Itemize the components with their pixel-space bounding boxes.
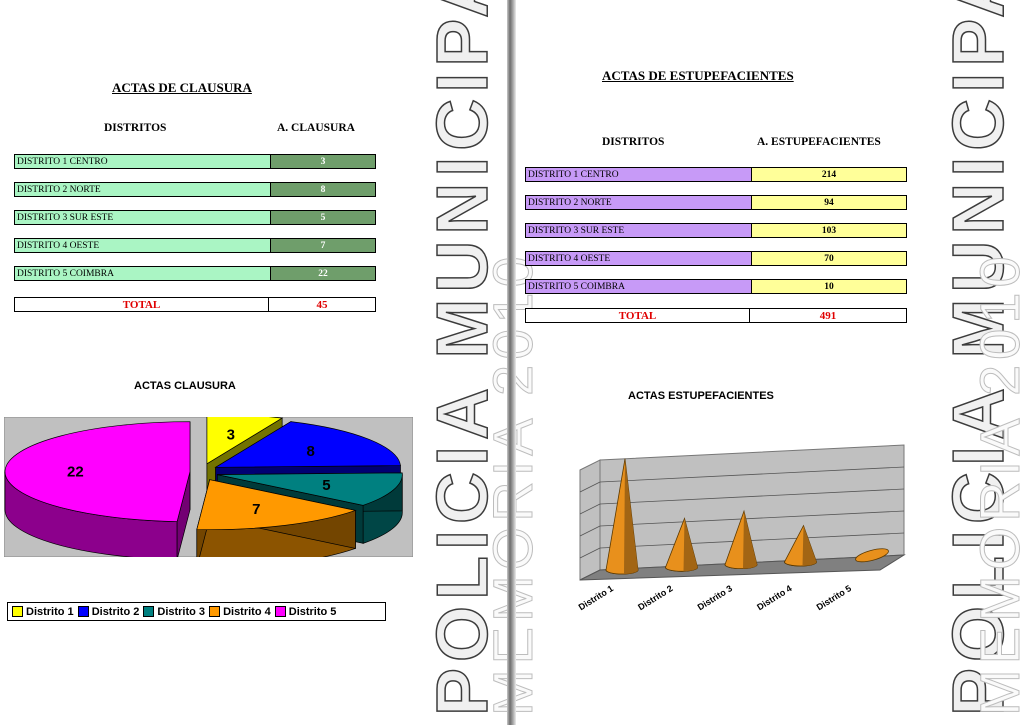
cone-category-label: Distrito 4 [755,583,793,612]
pie-data-label: 8 [307,443,315,460]
left-table-district-name: DISTRITO 2 NORTE [15,183,271,196]
right-table-district-value: 103 [752,224,906,237]
right-col-distritos: DISTRITOS [602,136,665,148]
right-table-district-name: DISTRITO 3 SUR ESTE [526,224,752,237]
legend-item: Distrito 3 [143,606,205,618]
watermark-memoria-right: MEMORIA 2010 [968,251,1024,717]
left-table-row: DISTRITO 2 NORTE 8 [14,182,376,197]
pie-data-label: 22 [67,464,84,481]
left-total-value: 45 [269,298,375,311]
legend-item: Distrito 5 [274,605,337,618]
cone-bar [724,509,758,570]
right-total-value: 491 [750,309,906,322]
right-table-row: DISTRITO 4 OESTE 70 [525,251,907,266]
left-table-row: DISTRITO 3 SUR ESTE 5 [14,210,376,225]
right-col-estupefacientes: A. ESTUPEFACIENTES [757,136,881,148]
cone-chart-title: ACTAS ESTUPEFACIENTES [628,390,774,402]
right-table-district-value: 10 [752,280,906,293]
left-table-row: DISTRITO 5 COIMBRA 22 [14,266,376,281]
cone-gridline [599,510,905,527]
legend-swatch [12,606,23,617]
left-total-row: TOTAL 45 [14,297,376,312]
right-table-title: ACTAS DE ESTUPEFACIENTES [602,68,794,83]
left-table-district-value: 8 [271,183,375,196]
right-total-label: TOTAL [526,309,750,322]
legend-item: Distrito 2 [77,605,140,618]
right-table-row: DISTRITO 3 SUR ESTE 103 [525,223,907,238]
left-table-district-name: DISTRITO 5 COIMBRA [15,267,271,280]
cone-category-label: Distrito 2 [636,583,674,612]
legend-label: Distrito 5 [288,605,337,618]
left-table-district-name: DISTRITO 3 SUR ESTE [15,211,271,224]
right-table-row: DISTRITO 1 CENTRO 214 [525,167,907,182]
right-table-district-name: DISTRITO 4 OESTE [526,252,752,265]
left-table-title: ACTAS DE CLAUSURA [112,80,252,95]
legend-label: Distrito 1 [26,605,74,618]
legend-swatch [77,606,89,617]
left-table-district-value: 22 [271,267,375,280]
right-table-row: DISTRITO 5 COIMBRA 10 [525,279,907,294]
pie-chart-title: ACTAS CLAUSURA [134,380,236,392]
pie-slice-5: 22 [4,421,191,557]
cone-bar [665,517,698,572]
legend-swatch [274,606,286,617]
left-table-district-value: 3 [271,155,375,168]
legend-item: Distrito 1 [12,606,74,618]
left-col-distritos: DISTRITOS [104,122,167,134]
left-table-district-value: 5 [271,211,375,224]
pie-data-label: 3 [227,426,235,443]
cone-gridline [579,525,601,537]
cone-category-label: Distrito 5 [815,583,853,612]
cone-gridline [599,466,905,483]
right-table-district-value: 70 [752,252,906,265]
pie-slice-4: 7 [196,479,357,557]
legend-label: Distrito 2 [91,605,140,618]
legend-swatch [143,606,155,617]
right-total-row: TOTAL 491 [525,308,907,323]
left-total-label: TOTAL [15,298,269,311]
legend-swatch [209,606,221,617]
cone-gridline [599,532,905,549]
left-col-clausura: A. CLAUSURA [277,122,355,134]
right-table-row: DISTRITO 2 NORTE 94 [525,195,907,210]
pie-legend: Distrito 1 Distrito 2 Distrito 3 Distrito 4… [7,602,386,621]
cone-gridline [579,503,601,515]
left-table-district-name: DISTRITO 4 OESTE [15,239,271,252]
right-table-district-name: DISTRITO 2 NORTE [526,196,752,209]
cone-gridline [599,488,905,505]
cone-gridline [579,547,601,559]
left-table-row: DISTRITO 4 OESTE 7 [14,238,376,253]
cone-side-wall [579,459,601,581]
page-divider [507,0,516,725]
legend-label: Distrito 4 [223,605,271,618]
left-table-row: DISTRITO 1 CENTRO 3 [14,154,376,169]
left-table-district-name: DISTRITO 1 CENTRO [15,155,271,168]
cone-bar [605,458,639,575]
pie-data-label: 5 [322,477,330,494]
cone-bar [784,524,817,567]
cone-category-label: Distrito 1 [577,583,615,612]
right-table-district-value: 94 [752,196,906,209]
cone-chart: Distrito 1 Distrito 2 Distrito 3 Distrito 4… [577,444,906,612]
right-table-district-name: DISTRITO 5 COIMBRA [526,280,752,293]
cone-gridline [579,481,601,493]
left-table-district-value: 7 [271,239,375,252]
pie-data-label: 7 [252,501,260,518]
right-table-district-name: DISTRITO 1 CENTRO [526,168,752,181]
pie-chart: 3 8 22 5 7 [4,417,413,557]
cone-category-label: Distrito 3 [696,583,734,612]
legend-label: Distrito 3 [157,605,206,618]
right-table-district-value: 214 [752,168,906,181]
legend-item: Distrito 4 [209,606,271,618]
cone-bar [855,548,889,563]
